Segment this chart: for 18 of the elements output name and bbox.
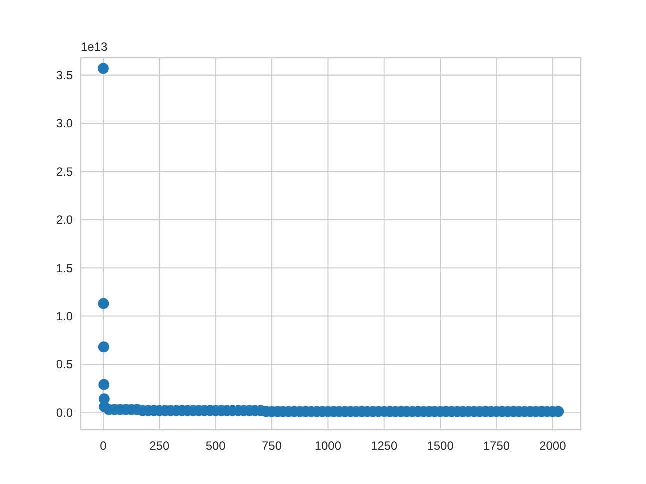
y-tick-label: 3.5 <box>56 68 74 83</box>
x-tick-label: 0 <box>100 439 108 453</box>
y-tick-label: 3.0 <box>56 116 74 131</box>
y-tick-label: 2.5 <box>56 164 74 179</box>
x-tick-label: 1500 <box>427 439 454 453</box>
x-tick-label: 500 <box>206 439 226 453</box>
x-tick-label: 750 <box>262 439 282 453</box>
y-tick-label: 2.0 <box>56 213 74 228</box>
x-tick-label: 2000 <box>540 439 567 453</box>
x-tick-label: 1250 <box>371 439 398 453</box>
y-tick-label: 0.5 <box>56 358 74 372</box>
y-tick-label: 0.0 <box>56 406 74 420</box>
x-tick-label: 1000 <box>314 439 342 453</box>
y-tick-label: 1.0 <box>56 309 74 324</box>
text: 1e13 <box>81 40 108 54</box>
x-tick-label: 250 <box>150 439 170 453</box>
y-tick-label: 1.5 <box>56 261 74 276</box>
x-tick-label: 1750 <box>483 439 510 453</box>
